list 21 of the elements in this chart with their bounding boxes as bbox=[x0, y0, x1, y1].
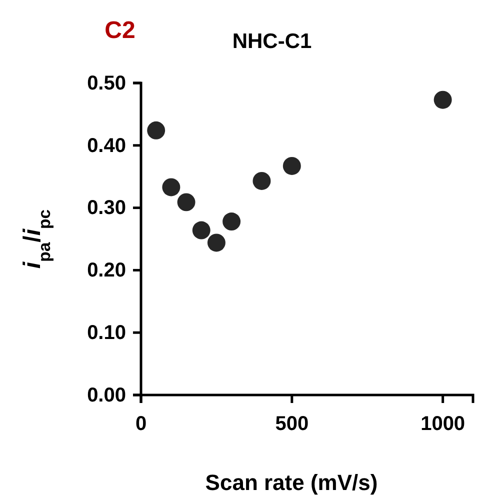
point bbox=[162, 178, 180, 196]
chart-title: NHC-C1 bbox=[232, 30, 312, 53]
y-tick-label: 0.20 bbox=[87, 260, 126, 282]
x-axis-title: Scan rate (mV/s) bbox=[205, 470, 378, 495]
y-tick-label: 0.30 bbox=[87, 197, 126, 220]
point bbox=[282, 157, 301, 175]
y-tick-label: 0.50 bbox=[87, 72, 126, 94]
point bbox=[147, 121, 166, 140]
y-tick-label: 0.40 bbox=[87, 134, 126, 157]
point bbox=[222, 212, 241, 230]
y-tick-label: 0.10 bbox=[87, 322, 126, 344]
x-tick-label: 500 bbox=[275, 413, 309, 435]
point bbox=[177, 193, 196, 212]
x-tick-label: 1000 bbox=[420, 413, 466, 435]
x-tick-label: 0 bbox=[135, 413, 147, 435]
point bbox=[192, 221, 210, 240]
point bbox=[207, 234, 226, 252]
y-tick-label: 0.00 bbox=[87, 384, 126, 406]
point bbox=[434, 90, 452, 109]
text: C2 bbox=[104, 17, 136, 44]
point bbox=[252, 172, 271, 190]
